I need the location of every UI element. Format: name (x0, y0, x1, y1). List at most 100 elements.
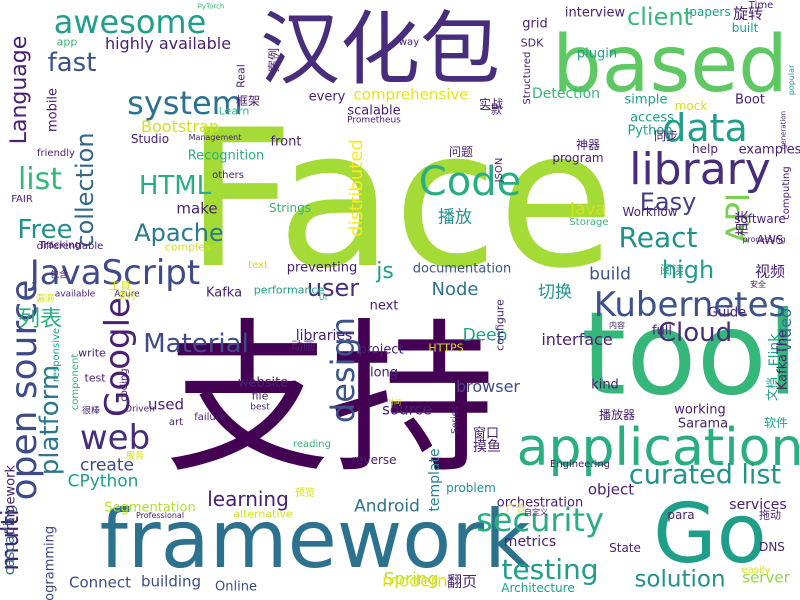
cloud-word: Deep (462, 325, 508, 346)
cloud-word: programming (42, 525, 58, 600)
cloud-word: 旋转 (732, 4, 764, 23)
cloud-word: 很棒 (81, 406, 101, 417)
cloud-word: Python (627, 123, 673, 139)
cloud-word: problem (446, 481, 496, 495)
cloud-word: 播放器 (598, 408, 636, 422)
cloud-word: best (250, 402, 270, 413)
cloud-word: front (270, 134, 302, 150)
cloud-word: reverse (351, 453, 397, 467)
cloud-word: Structured (522, 51, 533, 105)
cloud-word: build (589, 264, 631, 285)
cloud-word: long (369, 365, 399, 381)
cloud-word: Guide (707, 305, 747, 321)
cloud-word: kind (591, 377, 619, 393)
cloud-word: way (398, 37, 420, 48)
cloud-word: software (734, 212, 786, 226)
cloud-word: configure (493, 299, 507, 351)
cloud-word: next (369, 298, 399, 314)
cloud-word: preventing (286, 260, 358, 276)
cloud-word: 支持 (165, 303, 495, 496)
cloud-word: Cloud (657, 318, 733, 348)
cloud-word: Connect (68, 573, 132, 592)
cloud-word: fast (47, 48, 97, 78)
cloud-word: 工具 (109, 279, 131, 293)
cloud-word: FAIR (11, 194, 33, 205)
cloud-word: 漏洞 (35, 294, 55, 305)
cloud-word: object (587, 480, 635, 499)
cloud-word: popular (787, 64, 796, 96)
cloud-word: 同步 (653, 129, 679, 143)
cloud-word: PyTorch (197, 2, 225, 11)
cloud-word: DNS (759, 540, 785, 554)
cloud-word: metrics (503, 534, 557, 550)
cloud-word: template (427, 448, 443, 512)
cloud-word: 播放 (438, 207, 472, 228)
cloud-word: Node (431, 279, 479, 300)
cloud-word: system (127, 84, 243, 122)
cloud-word: Java (570, 199, 606, 220)
cloud-word: alternative (233, 507, 293, 521)
cloud-word: failure (194, 412, 226, 423)
cloud-word: list (17, 162, 63, 197)
cloud-word: website (237, 375, 289, 391)
cloud-word: 内容 (609, 321, 625, 330)
cloud-word: Spring (383, 569, 439, 590)
cloud-word: Code (418, 159, 522, 205)
cloud-word: 切换 (538, 282, 572, 303)
cloud-word: help (692, 142, 718, 156)
cloud-word: 神器 (575, 138, 601, 152)
cloud-word: Learn (218, 104, 250, 118)
cloud-word: 支付 (117, 291, 137, 302)
cloud-word: Engineering (550, 459, 610, 470)
cloud-word: Recognition (187, 148, 265, 164)
cloud-word: 拖动 (759, 508, 781, 522)
cloud-word: 动画 (290, 339, 316, 353)
cloud-word: test (84, 371, 106, 385)
cloud-word: Kafka (205, 285, 243, 301)
cloud-word: browser (455, 377, 521, 396)
cloud-word: examples (738, 142, 800, 158)
cloud-word: Material (143, 329, 249, 359)
cloud-word: 案例 (267, 47, 281, 73)
cloud-word: built (731, 21, 759, 35)
cloud-word: interface (541, 330, 613, 349)
cloud-word: 文档 (765, 376, 779, 402)
cloud-word: Language (7, 35, 32, 145)
cloud-word: project (358, 342, 404, 358)
cloud-word: framework (99, 493, 531, 586)
cloud-word: Strings (268, 201, 312, 215)
cloud-word: mobile (45, 87, 61, 133)
cloud-word: Studio (130, 132, 170, 146)
cloud-word: write (78, 346, 106, 360)
cloud-word: 安全 (750, 280, 766, 289)
cloud-word: art (168, 417, 184, 428)
cloud-word: Driven (125, 404, 155, 415)
cloud-word: every (308, 89, 346, 105)
cloud-word: scalable (347, 103, 401, 119)
cloud-word: Bootstrap (141, 117, 219, 136)
cloud-word: HTML (138, 171, 212, 201)
cloud-word: Easy (639, 188, 697, 216)
cloud-word: 预览 (295, 488, 315, 499)
cloud-word: processing (742, 235, 786, 244)
cloud-word: awesome (53, 3, 207, 41)
cloud-word: 时间 (387, 398, 401, 407)
cloud-word: curated list (628, 459, 782, 491)
cloud-word: Online (215, 579, 257, 595)
cloud-word: text (248, 260, 268, 271)
cloud-word: State (609, 541, 641, 555)
cloud-word: easily (741, 565, 771, 576)
cloud-word: Free (17, 215, 73, 245)
cloud-word: Professional (135, 511, 185, 520)
cloud-word: 软件 (763, 416, 789, 430)
cloud-word: user (306, 274, 360, 302)
cloud-word: friendly (37, 148, 75, 159)
cloud-word: Workflow (622, 205, 678, 219)
cloud-word: server (742, 568, 790, 587)
cloud-word: 汉化包 (260, 3, 500, 96)
cloud-word: 窗口 (472, 426, 500, 442)
cloud-word: 广告 (506, 504, 526, 515)
cloud-word: Storage (569, 217, 609, 228)
cloud-word: Azure (114, 289, 140, 300)
cloud-word: orchestration (496, 495, 584, 511)
